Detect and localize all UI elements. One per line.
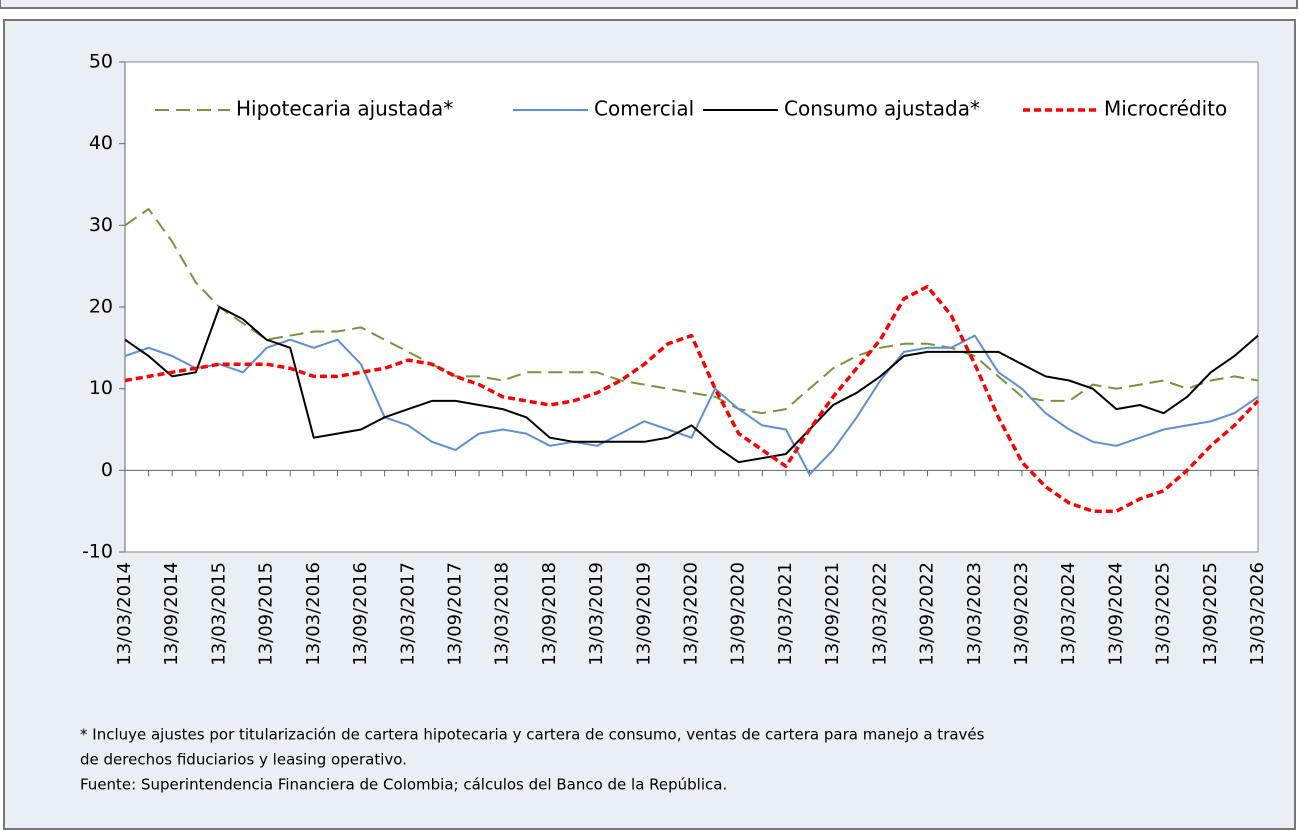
x-tick-label: 13/03/2017 <box>397 562 418 666</box>
x-tick-label: 13/09/2024 <box>1105 562 1126 666</box>
x-tick-label: 13/03/2018 <box>492 562 513 666</box>
x-tick-label: 13/03/2014 <box>114 562 135 666</box>
footnote: Fuente: Superintendencia Financiera de C… <box>80 776 727 794</box>
legend-label: Microcrédito <box>1104 97 1227 121</box>
y-tick-label: 20 <box>89 296 113 318</box>
x-tick-label: 13/03/2019 <box>586 562 607 666</box>
x-tick-label: 13/09/2018 <box>539 562 560 666</box>
series-line <box>124 284 1260 513</box>
x-tick-label: 13/09/2016 <box>350 562 371 666</box>
x-tick-label: 13/09/2022 <box>917 562 938 666</box>
x-tick-label: 13/09/2020 <box>728 562 749 666</box>
series-line <box>124 306 1259 464</box>
legend-label: Hipotecaria ajustada* <box>236 97 453 121</box>
footnote: * Incluye ajustes por titularización de … <box>80 726 985 744</box>
y-tick-label: 0 <box>101 459 113 481</box>
x-tick-label: 13/09/2014 <box>161 562 182 666</box>
y-tick-label: 10 <box>89 377 113 399</box>
x-tick-label: 13/09/2017 <box>444 562 465 666</box>
x-tick-label: 13/09/2025 <box>1200 562 1221 666</box>
x-tick-label: 13/09/2015 <box>256 562 277 666</box>
legend-label: Consumo ajustada* <box>784 97 980 121</box>
x-tick-label: 13/03/2022 <box>869 562 890 666</box>
x-tick-label: 13/03/2020 <box>681 562 702 666</box>
x-tick-label: 13/03/2021 <box>775 562 796 666</box>
x-tick-label: 13/03/2023 <box>964 562 985 666</box>
x-tick-label: 13/03/2015 <box>208 562 229 666</box>
plot-area <box>124 61 1259 553</box>
y-tick-label: -10 <box>82 541 113 563</box>
x-tick-label: 13/09/2019 <box>633 562 654 666</box>
x-tick-label: 13/03/2024 <box>1058 562 1079 666</box>
x-tick-label: 13/03/2026 <box>1247 562 1268 666</box>
y-tick-label: 50 <box>89 51 113 73</box>
top-panel <box>0 0 1298 9</box>
series-line <box>124 334 1259 476</box>
legend-label: Comercial <box>594 97 694 121</box>
x-tick-label: 13/03/2025 <box>1153 562 1174 666</box>
x-tick-label: 13/09/2023 <box>1011 562 1032 666</box>
x-tick-label: 13/09/2021 <box>822 562 843 666</box>
y-tick-label: 30 <box>89 214 113 236</box>
footnote: de derechos fiduciarios y leasing operat… <box>80 751 407 769</box>
y-tick-label: 40 <box>89 132 113 154</box>
series-line <box>124 208 1259 415</box>
x-tick-label: 13/03/2016 <box>303 562 324 666</box>
